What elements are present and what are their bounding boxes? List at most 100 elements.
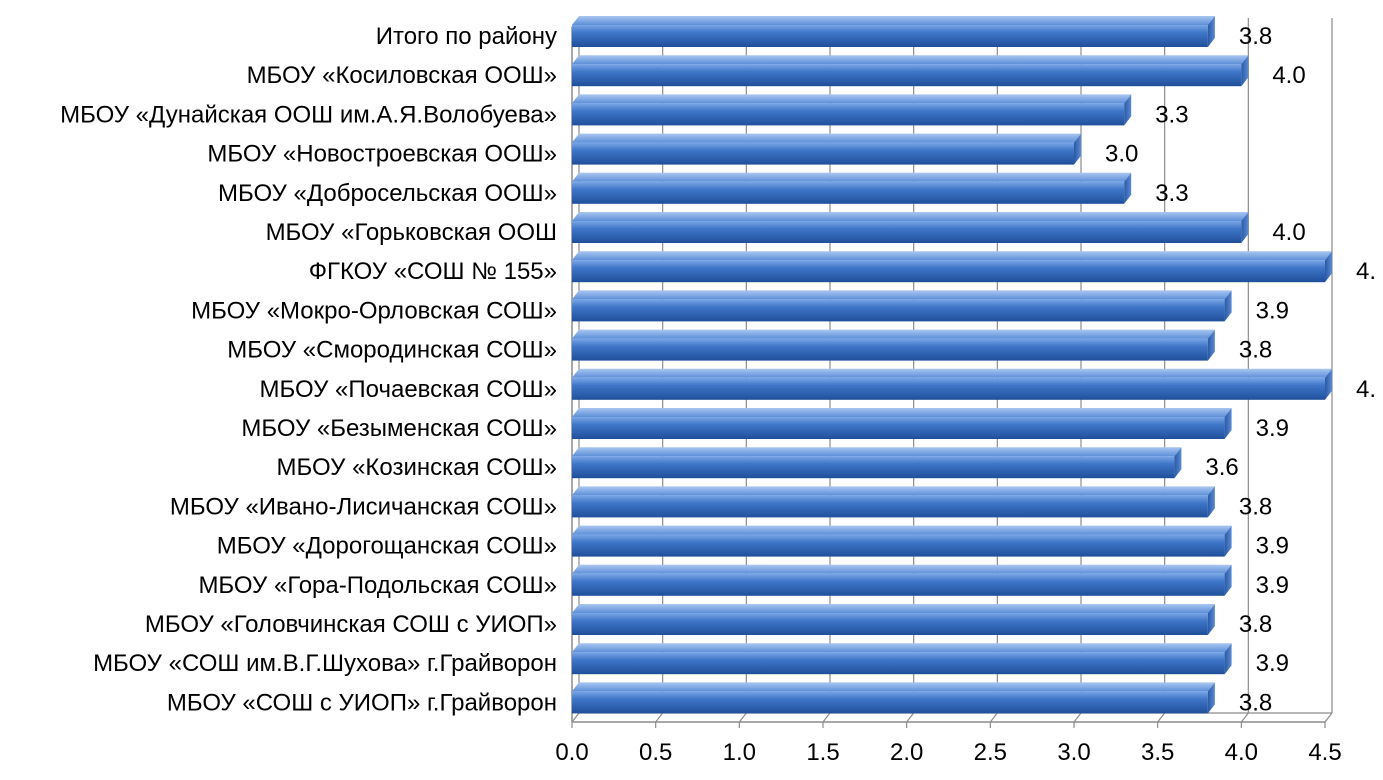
bar-top-face — [572, 564, 1232, 574]
category-label: МБОУ «Головчинская СОШ с УИОП» — [145, 611, 557, 638]
floor-tick-connector — [1157, 712, 1166, 723]
floor-tick-connector — [1240, 712, 1249, 723]
category-label: МБОУ «СОШ им.В.Г.Шухова» г.Грайворон — [93, 650, 557, 677]
bar-front-face — [572, 377, 1325, 400]
data-label: 3.8 — [1239, 611, 1272, 638]
floor-tick-connector — [571, 712, 580, 723]
bar-end-face — [1241, 55, 1249, 87]
bar-top-face — [572, 290, 1232, 300]
bar-front-face — [572, 338, 1208, 361]
bar — [572, 643, 1232, 675]
floor-tick-connector — [989, 712, 998, 723]
bar-top-face — [572, 682, 1215, 692]
bar-front-face — [572, 142, 1074, 165]
data-label: 3.3 — [1155, 101, 1188, 128]
data-label: 3.9 — [1256, 533, 1289, 560]
bar — [572, 408, 1232, 439]
bar-end-face — [1174, 447, 1182, 479]
floor-tick-connector — [1324, 712, 1333, 723]
bar-top-face — [572, 16, 1215, 25]
bar-top-face — [572, 133, 1081, 143]
bar — [572, 564, 1232, 596]
bar-front-face — [572, 221, 1242, 243]
bar-top-face — [572, 486, 1215, 496]
bar-top-face — [572, 329, 1215, 339]
bar-end-face — [1224, 564, 1232, 596]
category-label: МБОУ «Гора-Подольская СОШ» — [198, 572, 557, 599]
data-label: 3.8 — [1239, 23, 1272, 50]
bar-end-face — [1224, 525, 1232, 557]
bar-end-face — [1241, 212, 1249, 243]
bar-front-face — [572, 260, 1325, 283]
bar-top-face — [572, 368, 1332, 378]
bar-end-face — [1224, 408, 1232, 439]
bar — [572, 604, 1215, 635]
bar-end-face — [1124, 94, 1132, 126]
x-tick-label: 3.5 — [1141, 739, 1174, 766]
bar — [572, 329, 1215, 361]
category-label: МБОУ «Дунайская ООШ им.А.Я.Волобуева» — [60, 101, 557, 128]
data-label: 3.9 — [1256, 415, 1289, 442]
bar-end-face — [1124, 172, 1132, 204]
bar-end-face — [1224, 290, 1232, 322]
data-label: 4.0 — [1272, 219, 1305, 246]
bar — [572, 251, 1332, 283]
bar-front-face — [572, 299, 1225, 322]
category-label: МБОУ «Дорогощанская СОШ» — [217, 533, 557, 560]
data-label: 3.3 — [1155, 180, 1188, 207]
bar-end-face — [1325, 368, 1332, 400]
bar — [572, 368, 1332, 400]
data-label: 3.9 — [1256, 572, 1289, 599]
bar-end-face — [1207, 604, 1215, 635]
category-label: МБОУ «Почаевская СОШ» — [260, 376, 557, 403]
bar-top-face — [572, 604, 1215, 613]
x-tick-label: 2.0 — [890, 739, 923, 766]
bar-end-face — [1074, 133, 1081, 165]
bar-front-face — [572, 417, 1225, 439]
category-label: МБОУ «Мокро-Орловская СОШ» — [191, 297, 557, 324]
bar-end-face — [1224, 643, 1232, 675]
category-label: МБОУ «Смородинская СОШ» — [227, 337, 557, 364]
bar-top-face — [572, 212, 1249, 221]
bar — [572, 290, 1232, 322]
bar-end-face — [1207, 329, 1215, 361]
x-tick-label: 3.0 — [1057, 739, 1090, 766]
data-label: 4. — [1356, 376, 1376, 403]
bar-front-face — [572, 573, 1225, 596]
bar — [572, 212, 1249, 243]
x-tick-label: 4.0 — [1225, 739, 1258, 766]
floor-tick-connector — [655, 712, 664, 723]
category-label: МБОУ «Добросельская ООШ» — [218, 180, 557, 207]
x-tick-label: 0.0 — [555, 739, 588, 766]
x-tick-label: 1.5 — [806, 739, 839, 766]
data-label: 3.0 — [1105, 141, 1138, 168]
bar-front-face — [572, 534, 1225, 557]
category-label: МБОУ «Безыменская СОШ» — [241, 415, 557, 442]
bar-front-face — [572, 64, 1242, 87]
x-tick-label: 1.0 — [723, 739, 756, 766]
x-tick-label: 0.5 — [639, 739, 672, 766]
bar-top-face — [572, 643, 1232, 653]
bar-front-face — [572, 456, 1175, 479]
category-label: МБОУ «Горьковская ООШ — [266, 219, 557, 246]
category-label: Итого по району — [376, 23, 557, 50]
data-label: 3.8 — [1239, 337, 1272, 364]
floor-tick-connector — [822, 712, 831, 723]
data-label: 3.9 — [1256, 650, 1289, 677]
floor-tick-connector — [738, 712, 747, 723]
data-label: 3.6 — [1205, 454, 1238, 481]
bar — [572, 94, 1132, 126]
bar-front-face — [572, 691, 1208, 714]
bar — [572, 16, 1215, 47]
bar-front-face — [572, 25, 1208, 47]
category-label: ФГКОУ «СОШ № 155» — [309, 258, 557, 285]
data-label: 4.0 — [1272, 62, 1305, 89]
bar — [572, 172, 1132, 204]
x-tick-label: 2.5 — [974, 739, 1007, 766]
bar-front-face — [572, 652, 1225, 675]
bar — [572, 682, 1215, 714]
bar-front-face — [572, 613, 1208, 635]
data-label: 3.9 — [1256, 297, 1289, 324]
bar — [572, 55, 1249, 87]
